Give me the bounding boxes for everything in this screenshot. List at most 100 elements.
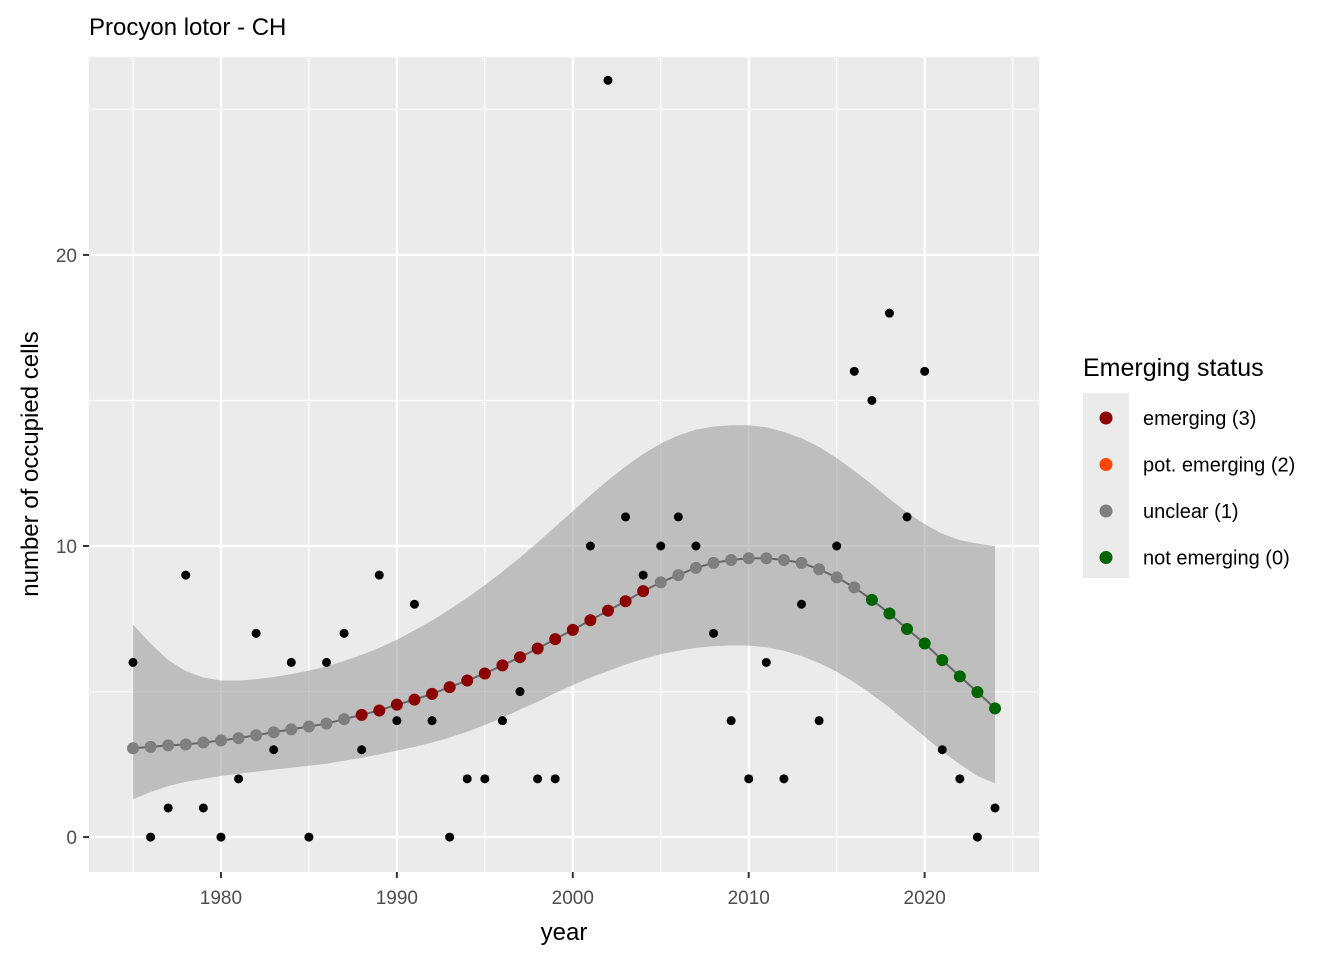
observed-point [269,745,279,755]
observed-point [585,541,595,551]
y-tick-label: 0 [66,828,77,849]
observed-point [409,599,419,609]
trend-point [443,681,456,694]
trend-point [901,622,914,635]
trend-point [725,553,738,566]
trend-point [232,732,245,745]
observed-point [234,774,244,784]
trend-point [267,726,280,739]
trend-point [126,742,139,755]
observed-point [322,657,331,667]
observed-point [621,512,631,522]
observed-point [920,366,930,376]
observed-point [550,774,560,784]
observed-point [198,803,208,813]
observed-point [146,832,156,842]
trend-point [496,659,509,672]
x-axis: 1980 1990 2000 2010 2020 [200,872,946,909]
trend-point [918,637,931,650]
observed-point [515,687,525,697]
legend-label: emerging (3) [1143,408,1256,430]
observed-point [339,628,349,638]
observed-point [480,774,490,784]
x-tick-label: 2010 [728,888,770,909]
legend-key [1099,504,1113,518]
x-tick-label: 1980 [200,888,242,909]
x-axis-title: year [541,919,588,946]
trend-point [514,651,527,664]
x-tick-label: 1990 [376,888,418,909]
trend-point [162,739,175,752]
observed-point [374,570,384,580]
trend-point [865,593,878,606]
observed-point [814,716,824,726]
trend-point [214,734,227,747]
x-tick-label: 2000 [552,888,594,909]
trend-point [672,569,685,582]
observed-point [638,570,648,580]
observed-points-layer [128,75,1000,842]
legend-key [1099,411,1113,425]
trend-point [179,738,192,751]
observed-point [304,832,314,842]
trend-point [777,553,790,566]
observed-point [884,308,894,318]
observed-point [251,628,261,638]
observed-point [181,570,191,580]
trend-point [426,687,439,700]
trend-point [830,571,843,584]
trend-point [584,614,597,627]
trend-point [531,642,544,655]
observed-point [744,774,754,784]
observed-point [797,599,806,609]
trend-point [989,702,1002,715]
legend-label: not emerging (0) [1143,548,1290,570]
y-axis-title: number of occupied cells [17,331,44,596]
legend-key [1099,551,1113,564]
observed-point [163,803,173,813]
observed-point [656,541,666,551]
observed-point [902,512,912,522]
trend-point [813,563,826,576]
trend-point [355,708,368,721]
observed-point [462,774,472,784]
legend: Emerging status emerging (3) pot. emergin… [1083,354,1295,578]
observed-point [761,657,771,667]
confidence-band [132,425,996,800]
observed-point [779,774,789,784]
trend-point [144,740,157,753]
trend-point [373,704,386,717]
trend-point [197,736,210,749]
observed-point [955,774,965,784]
observed-point [357,745,367,755]
legend-label: unclear (1) [1143,501,1239,523]
x-tick-label: 2020 [904,888,946,909]
legend-label: pot. emerging (2) [1143,455,1295,477]
trend-point [936,654,949,667]
trend-point [408,693,421,706]
observed-point [533,774,543,784]
observed-point [286,657,296,667]
trend-point [549,633,562,646]
trend-point [637,585,650,598]
trend-point [795,556,808,569]
chart-title: Procyon lotor - CH [89,14,286,41]
observed-point [392,716,402,726]
y-axis: 0 10 20 [56,246,89,849]
trend-point [302,720,315,733]
trend-point [601,604,614,617]
trend-point [848,581,861,594]
trend-point [320,717,333,730]
trend-point [461,674,474,687]
trend-point [883,607,896,620]
trend-point [619,595,632,608]
trend-point [707,556,720,569]
observed-point [427,716,437,726]
trend-point [953,670,966,683]
trend-point [689,561,702,574]
trend-point [478,667,491,680]
trend-point [338,713,351,726]
trend-points-layer [126,552,1002,755]
legend-key [1099,458,1113,471]
y-tick-label: 10 [56,537,77,558]
